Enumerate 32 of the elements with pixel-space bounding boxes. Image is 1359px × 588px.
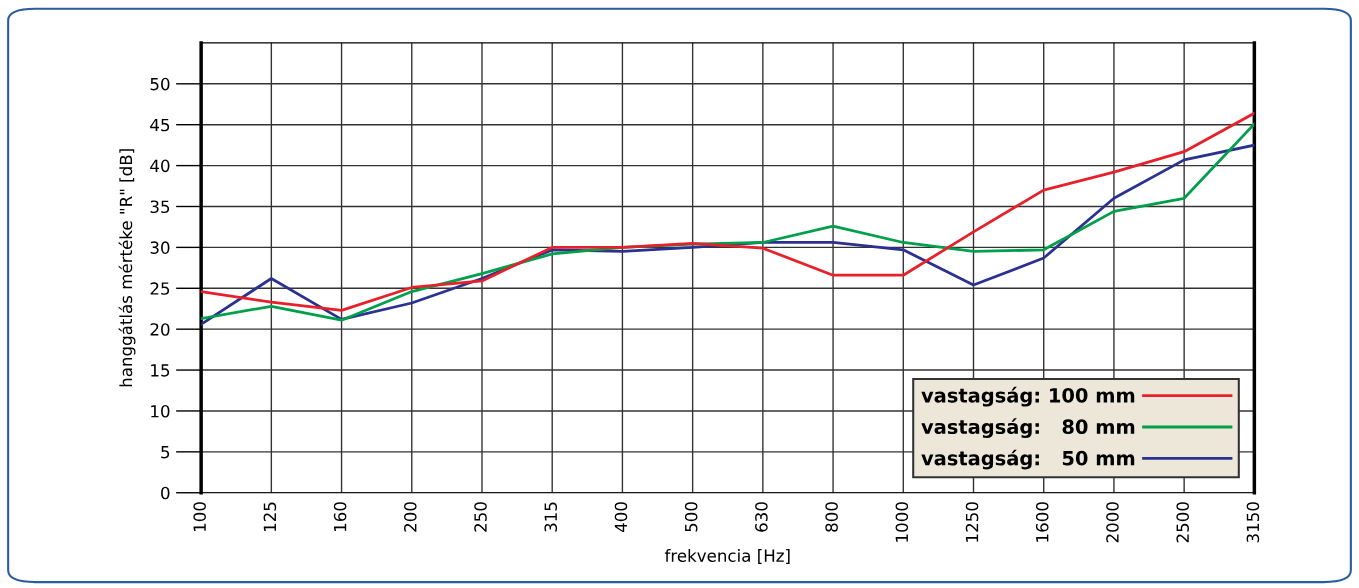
y-tick-label: 35	[150, 200, 170, 214]
x-tick-label: 250	[474, 502, 487, 532]
x-tick-label: 630	[755, 502, 768, 532]
y-tick-label: 10	[151, 404, 170, 418]
y-tick-label: 30	[150, 241, 170, 254]
x-tick-label: 200	[404, 502, 417, 532]
x-tick-label: 160	[333, 502, 347, 532]
x-tick-label: 1600	[1035, 502, 1049, 542]
x-tick-label: 100	[193, 502, 206, 532]
y-tick-label: 5	[161, 446, 170, 459]
x-axis-title: frekvencia [Hz]	[664, 549, 790, 564]
y-tick-label: 45	[150, 118, 170, 132]
legend-label: vastagság: 100 mm	[921, 386, 1135, 407]
x-tick-label: 800	[825, 502, 838, 532]
legend-label: vastagság: 50 mm	[921, 449, 1135, 470]
x-tick-label: 1250	[965, 502, 979, 542]
y-tick-label: 15	[151, 364, 170, 377]
x-tick-label: 3150	[1246, 502, 1260, 543]
x-tick-label: 500	[684, 502, 698, 532]
y-tick-label: 40	[150, 159, 170, 173]
x-tick-label: 315	[544, 502, 558, 532]
y-tick-label: 20	[150, 323, 170, 336]
legend-label: vastagság: 80 mm	[921, 418, 1135, 438]
y-tick-label: 0	[161, 486, 170, 500]
x-tick-label: 1000	[895, 502, 909, 542]
y-tick-label: 50	[150, 77, 170, 91]
x-tick-label: 125	[263, 502, 277, 532]
y-tick-label: 25	[150, 282, 170, 295]
y-axis-title: hanggátlás mértéke "R" [dB]	[118, 149, 136, 387]
x-tick-label: 400	[614, 502, 628, 533]
x-tick-label: 2000	[1106, 502, 1119, 543]
x-tick-label: 2500	[1176, 502, 1189, 543]
